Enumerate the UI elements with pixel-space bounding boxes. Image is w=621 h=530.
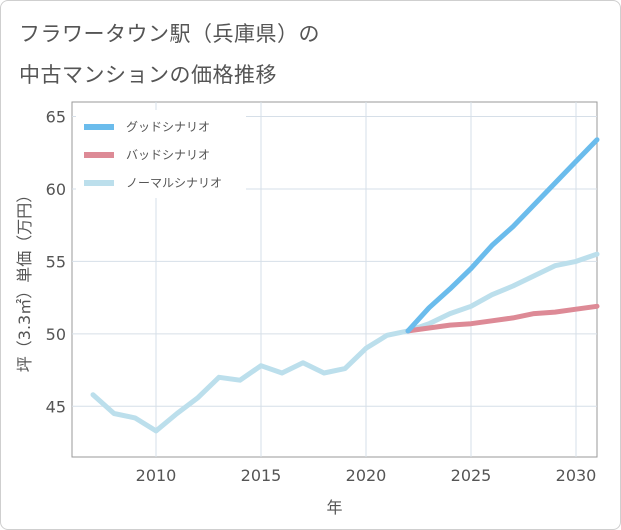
legend-label-0: グッドシナリオ	[126, 120, 210, 134]
series-line-1	[405, 303, 600, 334]
legend-label-2: ノーマルシナリオ	[126, 176, 222, 190]
y-axis-label: 坪（3.3㎡）単価（万円）	[15, 187, 34, 372]
x-axis-label: 年	[326, 498, 342, 517]
y-tick-label: 60	[46, 180, 66, 199]
x-tick-label: 2010	[136, 466, 177, 485]
chart-title-line1: フラワータウン駅（兵庫県）の	[19, 22, 320, 46]
series-lines	[90, 137, 600, 434]
y-tick-label: 50	[46, 325, 66, 344]
y-tick-label: 45	[46, 397, 66, 416]
x-tick-label: 2015	[241, 466, 282, 485]
series-line-2	[90, 251, 600, 434]
y-tick-label: 65	[46, 107, 66, 126]
legend-label-1: バッドシナリオ	[126, 148, 210, 162]
series-line-0	[405, 137, 600, 334]
chart-title-line2: 中古マンションの価格推移	[19, 63, 277, 87]
x-tick-label: 2020	[346, 466, 387, 485]
y-tick-label: 55	[46, 252, 66, 271]
x-tick-label: 2025	[451, 466, 492, 485]
x-tick-label: 2030	[556, 466, 597, 485]
tick-labels: 2010 2015 2020 2025 2030 45 50 55 60 65	[46, 107, 597, 485]
